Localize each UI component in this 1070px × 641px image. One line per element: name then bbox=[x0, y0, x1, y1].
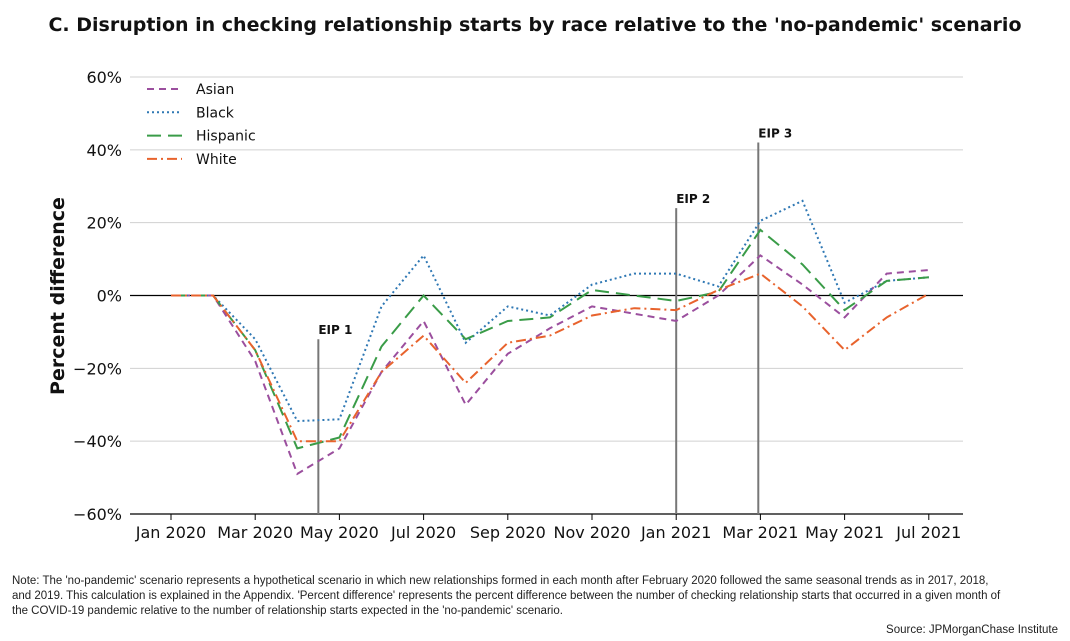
eip-annotations: EIP 1 EIP 2 EIP 3 bbox=[317, 127, 792, 514]
series-line-white bbox=[171, 272, 930, 443]
y-tick-label: −20% bbox=[73, 359, 122, 378]
x-tick-label: Nov 2020 bbox=[553, 523, 630, 542]
x-tick-label: Jul 2020 bbox=[390, 523, 456, 542]
series-line-hispanic bbox=[171, 228, 929, 450]
chart-title: C. Disruption in checking relationship s… bbox=[48, 14, 1022, 36]
y-tick-labels: 60% 40% 20% 0% −20% −40% −60% bbox=[73, 68, 122, 524]
x-tick-label: Mar 2021 bbox=[722, 523, 798, 542]
y-tick-label: 20% bbox=[86, 214, 122, 233]
y-tick-label: 0% bbox=[97, 287, 122, 306]
footnote: Note: The 'no-pandemic' scenario represe… bbox=[12, 575, 1001, 617]
series-line-asian bbox=[171, 254, 929, 476]
legend-label: Black bbox=[196, 105, 235, 121]
x-tick-label: May 2020 bbox=[300, 523, 379, 542]
eip-label: EIP 3 bbox=[758, 127, 792, 141]
legend-label: White bbox=[196, 152, 237, 168]
x-tick-label: Sep 2020 bbox=[470, 523, 546, 542]
series-line-black bbox=[171, 199, 929, 423]
x-tick-label: May 2021 bbox=[805, 523, 884, 542]
eip-label: EIP 2 bbox=[676, 192, 710, 206]
y-tick-label: −40% bbox=[73, 432, 122, 451]
y-tick-label: 60% bbox=[86, 68, 122, 87]
x-tick-label: Jul 2021 bbox=[895, 523, 961, 542]
y-axis-label: Percent difference bbox=[47, 197, 69, 395]
legend-label: Hispanic bbox=[196, 129, 256, 145]
x-tick-labels: Jan 2020 Mar 2020 May 2020 Jul 2020 Sep 2020… bbox=[135, 514, 961, 542]
source-credit: Source: JPMorganChase Institute bbox=[886, 624, 1058, 636]
line-chart: 60% 40% 20% 0% −20% −40% −60% Jan 2020 Mar 2020… bbox=[47, 68, 963, 542]
series-lines bbox=[171, 199, 930, 476]
eip-label: EIP 1 bbox=[318, 323, 352, 337]
y-tick-label: 40% bbox=[86, 141, 122, 160]
x-tick-label: Jan 2021 bbox=[640, 523, 711, 542]
gridlines bbox=[130, 76, 963, 515]
x-tick-label: Jan 2020 bbox=[135, 523, 206, 542]
legend-label: Asian bbox=[196, 82, 234, 98]
x-tick-label: Mar 2020 bbox=[217, 523, 293, 542]
legend: Asian Black Hispanic White bbox=[147, 82, 256, 168]
y-tick-label: −60% bbox=[73, 505, 122, 524]
